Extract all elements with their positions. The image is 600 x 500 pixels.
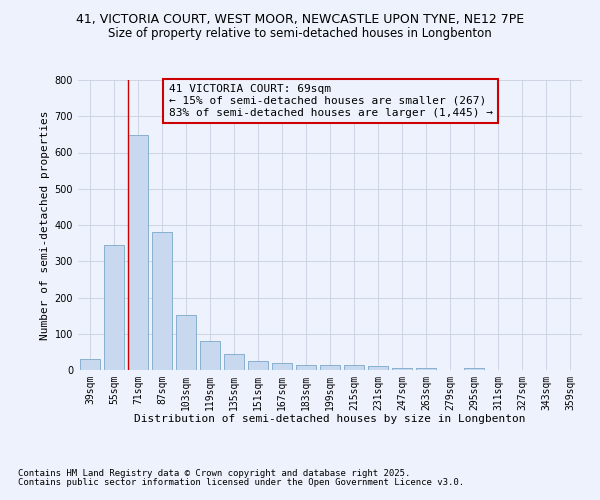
Bar xyxy=(392,368,412,370)
Text: Contains public sector information licensed under the Open Government Licence v3: Contains public sector information licen… xyxy=(18,478,464,487)
Bar xyxy=(128,135,148,370)
Bar xyxy=(416,368,436,370)
Bar xyxy=(200,341,220,370)
Text: 41, VICTORIA COURT, WEST MOOR, NEWCASTLE UPON TYNE, NE12 7PE: 41, VICTORIA COURT, WEST MOOR, NEWCASTLE… xyxy=(76,12,524,26)
Bar xyxy=(464,368,484,370)
Bar xyxy=(152,232,172,370)
Text: Contains HM Land Registry data © Crown copyright and database right 2025.: Contains HM Land Registry data © Crown c… xyxy=(18,468,410,477)
X-axis label: Distribution of semi-detached houses by size in Longbenton: Distribution of semi-detached houses by … xyxy=(134,414,526,424)
Text: 41 VICTORIA COURT: 69sqm
← 15% of semi-detached houses are smaller (267)
83% of : 41 VICTORIA COURT: 69sqm ← 15% of semi-d… xyxy=(169,84,493,117)
Text: Size of property relative to semi-detached houses in Longbenton: Size of property relative to semi-detach… xyxy=(108,28,492,40)
Bar xyxy=(368,366,388,370)
Bar xyxy=(344,364,364,370)
Bar xyxy=(248,361,268,370)
Bar xyxy=(320,366,340,370)
Y-axis label: Number of semi-detached properties: Number of semi-detached properties xyxy=(40,110,50,340)
Bar xyxy=(224,354,244,370)
Bar xyxy=(104,245,124,370)
Bar xyxy=(80,359,100,370)
Bar xyxy=(296,364,316,370)
Bar xyxy=(272,364,292,370)
Bar xyxy=(176,315,196,370)
